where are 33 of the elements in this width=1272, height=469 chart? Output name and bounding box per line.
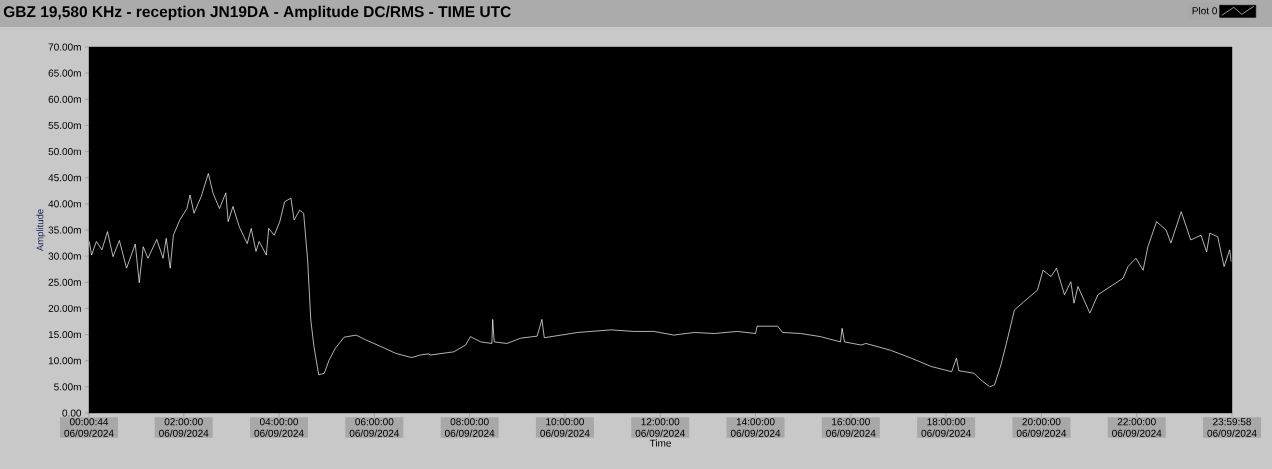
y-tick-label: 55.00m bbox=[48, 121, 81, 129]
y-axis-title: Amplitude bbox=[36, 209, 46, 252]
x-tick-label: 00:00:44 06/09/2024 bbox=[64, 418, 114, 437]
x-tick-label: 04:00:00 06/09/2024 bbox=[254, 418, 304, 437]
y-tick-label: 25.00m bbox=[48, 278, 81, 286]
legend-label: Plot 0 bbox=[1192, 6, 1217, 15]
line-series bbox=[89, 173, 1232, 388]
y-tick-label: 5.00m bbox=[54, 383, 81, 391]
y-tick-label: 35.00m bbox=[48, 226, 81, 234]
x-tick-label: 06:00:00 06/09/2024 bbox=[349, 418, 400, 437]
y-tick-label: 30.00m bbox=[48, 252, 81, 260]
x-axis-title: Time bbox=[649, 439, 671, 447]
y-tick-label: 10.00m bbox=[48, 357, 81, 365]
y-tick-label: 70.00m bbox=[48, 43, 81, 51]
y-tick-label: 40.00m bbox=[48, 200, 81, 208]
y-tick-label: 15.00m bbox=[48, 331, 81, 339]
x-tick-label: 23:59:58 06/09/2024 bbox=[1207, 418, 1257, 437]
x-tick-label: 20:00:00 06/09/2024 bbox=[1016, 418, 1067, 437]
chart-title: GBZ 19,580 KHz - reception JN19DA - Amplitude DC/RMS - TIME UTC bbox=[3, 5, 511, 21]
y-tick-label: 50.00m bbox=[48, 148, 81, 156]
x-tick-label: 16:00:00 06/09/2024 bbox=[826, 418, 876, 437]
x-tick-label: 08:00:00 06/09/2024 bbox=[444, 418, 495, 437]
x-tick-label: 10:00:00 06/09/2024 bbox=[540, 418, 590, 437]
y-tick-label: 45.00m bbox=[48, 174, 81, 182]
x-tick-label: 18:00:00 06/09/2024 bbox=[921, 418, 971, 437]
y-tick-label: 60.00m bbox=[48, 95, 81, 103]
y-tick-label: 0.00 bbox=[62, 409, 82, 417]
x-tick-label: 02:00:00 06/09/2024 bbox=[159, 418, 209, 437]
y-tick-label: 20.00m bbox=[48, 304, 81, 312]
x-tick-label: 14:00:00 06/09/2024 bbox=[730, 418, 781, 437]
x-tick-label: 12:00:00 06/09/2024 bbox=[635, 418, 685, 437]
x-tick-label: 22:00:00 06/09/2024 bbox=[1112, 418, 1162, 437]
y-tick-label: 65.00m bbox=[48, 69, 81, 77]
